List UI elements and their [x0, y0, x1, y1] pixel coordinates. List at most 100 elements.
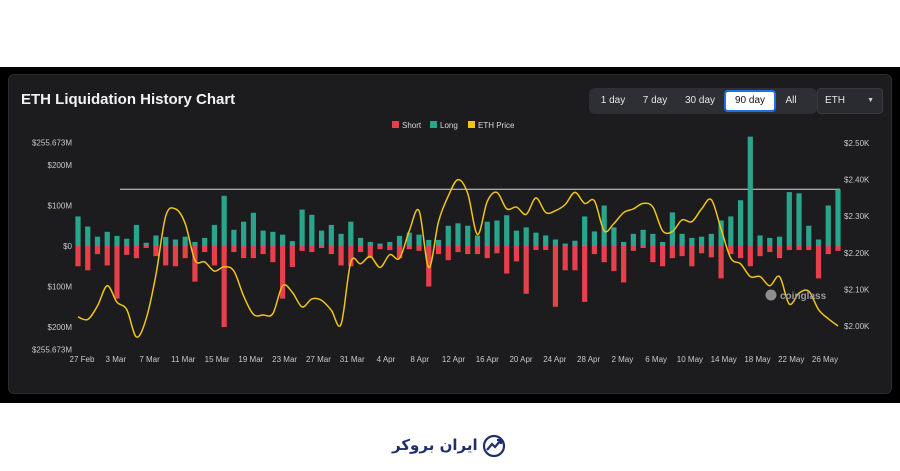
short-bar [406, 246, 412, 250]
trend-chart-icon [482, 434, 506, 458]
short-bar [231, 246, 237, 253]
y-right-tick-label: $2.00K [844, 322, 870, 331]
short-bar [85, 246, 91, 271]
short-bar [202, 246, 208, 253]
long-bar [494, 220, 500, 246]
range-1-day-button[interactable]: 1 day [600, 95, 626, 106]
long-bar [270, 231, 276, 246]
long-bar [796, 193, 802, 246]
long-bar [737, 200, 744, 246]
short-bar [445, 246, 451, 261]
short-bar [211, 246, 218, 266]
short-bar [708, 246, 714, 258]
long-bar [357, 237, 364, 246]
long-bar [660, 241, 666, 246]
long-bar [416, 234, 422, 246]
legend-swatch [468, 121, 475, 128]
y-left-tick-label: $200M [48, 323, 73, 332]
short-bar [786, 246, 792, 251]
short-bar [377, 246, 383, 250]
range-all-button[interactable]: All [785, 95, 797, 106]
short-bar [396, 246, 403, 259]
short-bar [698, 246, 705, 254]
short-bar [367, 246, 373, 259]
long-bar [328, 224, 334, 246]
short-bar [435, 246, 442, 255]
short-bar [494, 246, 500, 254]
long-bar [621, 241, 627, 246]
time-range-toggle: 1 day 7 day 30 day 90 day All [589, 88, 817, 114]
y-left-tick-label: $255.673M [32, 138, 72, 147]
short-bar [143, 246, 149, 249]
short-bar [241, 246, 247, 259]
short-bar [387, 246, 393, 251]
long-bar [562, 243, 568, 246]
long-bar [309, 214, 315, 246]
short-bar [601, 246, 607, 263]
short-bar [825, 246, 831, 255]
x-tick-label: 15 Mar [205, 355, 230, 364]
short-bar [523, 246, 529, 294]
x-tick-label: 31 Mar [340, 355, 365, 364]
short-bar [757, 246, 763, 257]
short-bar [835, 246, 841, 251]
range-7-day-button[interactable]: 7 day [642, 95, 668, 106]
long-bar [202, 237, 208, 246]
long-bar [572, 240, 578, 246]
short-bar [289, 246, 295, 268]
short-bar [75, 246, 81, 267]
x-tick-label: 19 Mar [238, 355, 263, 364]
long-bar [776, 236, 783, 246]
long-bar [504, 215, 510, 246]
long-bar [133, 224, 140, 246]
short-bar [543, 246, 549, 251]
y-left-tick-label: $100M [48, 283, 73, 292]
long-bar [835, 189, 841, 246]
x-tick-label: 8 Apr [410, 355, 429, 364]
short-bar [591, 246, 598, 255]
long-bar [679, 233, 685, 246]
short-bar [552, 246, 559, 307]
short-bar [737, 246, 744, 259]
long-bar [815, 239, 822, 246]
short-bar [309, 246, 315, 253]
range-30-day-button[interactable]: 30 day [684, 95, 716, 106]
long-bar [455, 223, 461, 246]
short-bar [767, 246, 773, 253]
long-bar [669, 212, 675, 246]
short-bar [182, 246, 188, 259]
short-bar [806, 246, 812, 251]
range-90-day-button[interactable]: 90 day [724, 90, 776, 112]
long-bar [513, 230, 520, 246]
x-tick-label: 26 May [812, 355, 838, 364]
long-bar [299, 209, 305, 246]
long-bar [825, 205, 831, 246]
long-bar [474, 235, 481, 246]
long-bar [211, 224, 218, 246]
short-bar [621, 246, 627, 283]
short-bar [582, 246, 588, 302]
x-tick-label: 11 Mar [171, 355, 196, 364]
legend-label: ETH Price [478, 121, 515, 130]
x-tick-label: 24 Apr [543, 355, 566, 364]
short-bar [562, 246, 568, 271]
long-bar [94, 236, 101, 246]
legend-swatch [392, 121, 399, 128]
long-bar [289, 241, 295, 246]
long-bar [367, 241, 373, 246]
asset-select[interactable]: ETH ▼ [817, 88, 883, 114]
legend-label: Short [402, 121, 422, 130]
short-bar [679, 246, 685, 257]
long-bar [630, 233, 636, 246]
short-bar [747, 246, 753, 267]
long-bar [601, 205, 607, 246]
long-bar [114, 235, 120, 246]
x-tick-label: 2 May [611, 355, 633, 364]
watermark-icon [765, 289, 777, 301]
long-bar [163, 237, 169, 246]
long-bar [435, 239, 442, 246]
brand-logo-text: ایران بروکر [392, 436, 478, 454]
short-bar [133, 246, 140, 259]
long-bar [260, 230, 266, 246]
